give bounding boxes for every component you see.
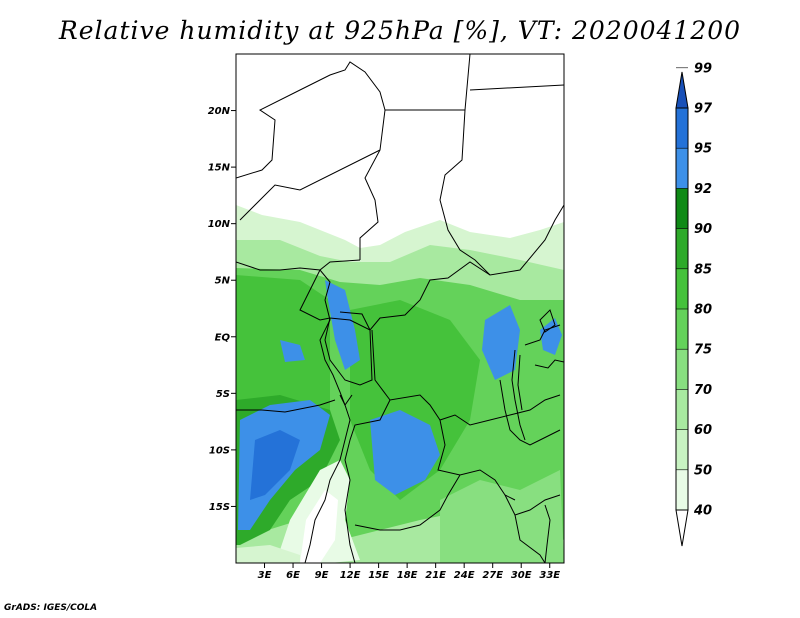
colorbar-segment — [676, 429, 688, 470]
lon-tick-label: 6E — [286, 570, 300, 581]
latitude-axis: 20N 15N 10N 5N EQ 5S 10S 15S — [208, 106, 236, 513]
credit-label: GrADS: IGES/COLA — [4, 603, 98, 613]
lat-tick-label: 15N — [208, 163, 231, 174]
colorbar-label: 95 — [694, 142, 712, 157]
colorbar: 40 50 60 70 75 80 85 90 92 95 97 99 — [675, 61, 713, 547]
colorbar-segment — [676, 268, 688, 309]
lon-tick-label: 12E — [340, 570, 361, 581]
colorbar-label: 90 — [694, 222, 712, 237]
lon-tick-label: 21E — [425, 570, 446, 581]
colorbar-label: 40 — [693, 504, 712, 519]
country-borders — [236, 54, 564, 563]
lon-tick-label: 24E — [454, 570, 475, 581]
lon-tick-label: 30E — [511, 570, 532, 581]
colorbar-segment — [676, 309, 688, 350]
lat-tick-label: EQ — [215, 332, 231, 343]
colorbar-segment — [676, 108, 688, 149]
colorbar-segment — [675, 71, 689, 109]
lat-tick-label: 10N — [208, 219, 231, 230]
colorbar-label: 92 — [694, 182, 712, 197]
coastline — [236, 261, 351, 563]
colorbar-segment — [676, 469, 688, 510]
colorbar-segment — [675, 509, 689, 547]
map-frame — [235, 53, 565, 564]
colorbar-segment — [676, 349, 688, 390]
humidity-field — [236, 54, 564, 563]
lon-tick-label: 3E — [258, 570, 272, 581]
lon-tick-label: 27E — [482, 570, 503, 581]
longitude-axis: 3E 6E 9E 12E 15E 18E 21E 24E 27E 30E 33E — [258, 563, 560, 581]
lat-tick-label: 5S — [216, 389, 230, 400]
lat-tick-label: 20N — [208, 106, 231, 117]
map-title: Relative humidity at 925hPa [%], VT: 202… — [58, 16, 742, 45]
colorbar-segment — [676, 389, 688, 430]
colorbar-segment — [676, 188, 688, 229]
colorbar-segment — [676, 148, 688, 189]
colorbar-label: 85 — [694, 262, 712, 277]
colorbar-segment — [676, 228, 688, 269]
lon-tick-label: 18E — [397, 570, 418, 581]
lon-tick-label: 15E — [368, 570, 389, 581]
colorbar-label: 99 — [694, 61, 712, 76]
lat-tick-label: 5N — [215, 276, 231, 287]
lakes — [511, 309, 556, 563]
lat-tick-label: 15S — [209, 502, 230, 513]
colorbar-label: 97 — [694, 102, 713, 117]
colorbar-label: 60 — [694, 423, 712, 438]
lon-tick-label: 33E — [539, 570, 560, 581]
colorbar-label: 80 — [694, 303, 712, 318]
lat-tick-label: 10S — [209, 445, 230, 456]
colorbar-label: 50 — [694, 463, 712, 478]
lon-tick-label: 9E — [315, 570, 329, 581]
colorbar-label: 70 — [694, 383, 712, 398]
colorbar-label: 75 — [694, 343, 712, 358]
